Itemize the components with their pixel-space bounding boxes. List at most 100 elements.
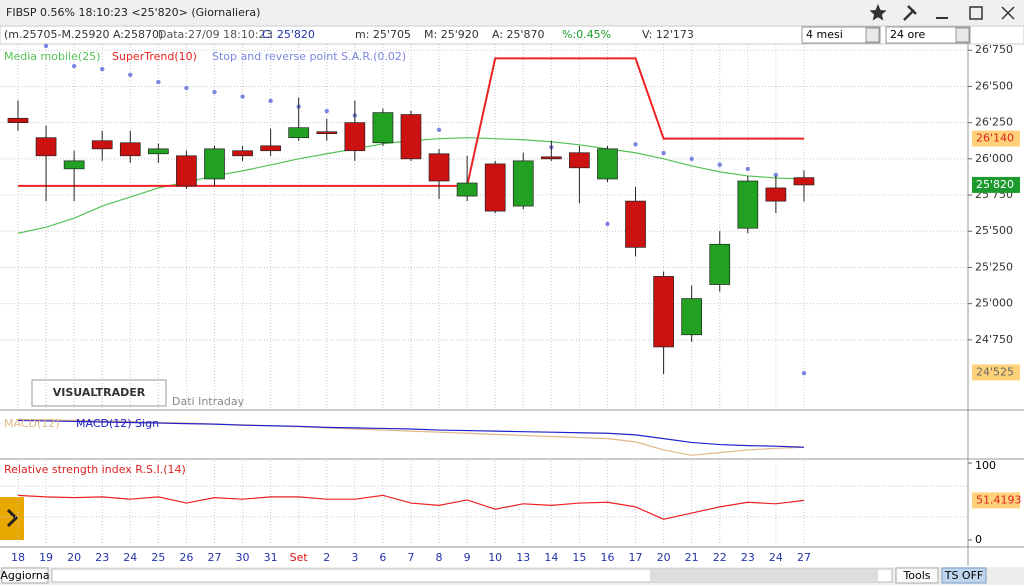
- close-button[interactable]: [1001, 6, 1015, 20]
- y-tick-label: 26'500: [975, 79, 1013, 92]
- x-tick-label: 16: [600, 551, 614, 564]
- legend-entry: MACD(12): [4, 417, 60, 430]
- x-tick-label: 15: [572, 551, 586, 564]
- rsi-line: [17, 494, 805, 520]
- interval: 24 ore: [890, 28, 926, 41]
- sar-dot: [128, 72, 133, 78]
- candle-body: [484, 163, 506, 212]
- candle-body: [765, 187, 787, 202]
- x-tick-label: 14: [544, 551, 558, 564]
- x-tick-label: Set: [290, 551, 309, 564]
- x-tick-label: 24: [769, 551, 783, 564]
- legend-entry: Media mobile(25): [4, 50, 100, 63]
- candle-body: [653, 276, 674, 348]
- sar-dot: [661, 150, 666, 156]
- tools-button[interactable]: [903, 5, 917, 21]
- period-arrow[interactable]: [865, 27, 880, 43]
- candle-body: [512, 160, 534, 207]
- brand-box: [31, 379, 167, 407]
- x-tick-label: 7: [407, 551, 414, 564]
- y-tick-label: 24'750: [975, 333, 1013, 346]
- sar-dot: [212, 90, 217, 95]
- y-tick-label: 26'250: [975, 116, 1013, 129]
- price-badge: [972, 364, 1020, 381]
- tools-tab[interactable]: [895, 567, 939, 584]
- x-tick-label: 18: [11, 551, 25, 564]
- candle-body: [35, 137, 57, 157]
- rsi-badge: [972, 492, 1020, 509]
- ts-button[interactable]: [941, 567, 987, 584]
- candle-body: [63, 160, 85, 170]
- x-tick-label: 20: [657, 551, 671, 564]
- close: C: 25'820: [262, 28, 315, 41]
- sar-dot: [745, 166, 751, 172]
- sar-dot: [71, 63, 77, 69]
- price-badge: [972, 130, 1020, 147]
- range: (m.25705-M.25920 A:25870): [4, 28, 163, 41]
- x-tick-label: 8: [436, 551, 443, 564]
- date: Data:27/09 18:10:23: [158, 28, 273, 41]
- price-badge-label: 25'820: [976, 178, 1014, 191]
- y-tick-label: 0: [975, 533, 982, 546]
- candle-body: [793, 177, 815, 186]
- interval-arrow[interactable]: [955, 27, 970, 43]
- scroll-thumb[interactable]: [650, 570, 878, 581]
- sar-dot: [801, 370, 807, 376]
- refresh-button[interactable]: [1, 567, 49, 584]
- sar-dot: [240, 94, 245, 99]
- y-tick-label: 25'500: [975, 224, 1013, 237]
- period-select[interactable]: [801, 26, 881, 44]
- legend-entry: MACD(12) Sign: [76, 417, 159, 430]
- title-bar: [0, 0, 1024, 26]
- brand: VISUALTRADER: [53, 386, 146, 399]
- candle-body: [681, 298, 703, 336]
- candle-body: [540, 156, 562, 160]
- ts: TS OFF: [944, 569, 984, 582]
- sar-dot: [324, 108, 329, 114]
- change: %:0.45%: [562, 28, 611, 41]
- sar-dot: [436, 127, 442, 133]
- candle-body: [288, 127, 310, 139]
- price-badge-label: 26'140: [976, 132, 1014, 145]
- y-tick-label: 26'000: [975, 152, 1013, 165]
- note: Dati Intraday: [172, 395, 245, 408]
- candle-body: [7, 117, 29, 123]
- x-tick-label: 27: [207, 551, 221, 564]
- candle-body: [316, 131, 338, 134]
- x-tick-label: 25: [151, 551, 165, 564]
- legend-entry: SuperTrend(10): [112, 50, 197, 63]
- price-badge-label: 24'525: [976, 365, 1014, 378]
- candle-body: [344, 122, 366, 152]
- sar-dot: [268, 98, 273, 104]
- x-tick-label: 26: [179, 551, 193, 564]
- favorite-button[interactable]: [869, 4, 887, 21]
- max: M: 25'920: [424, 28, 479, 41]
- window-title: FIBSP 0.56% 18:10:23 <25'820> (Giornalie…: [6, 6, 260, 19]
- candle-body: [400, 114, 422, 160]
- refresh: Aggiorna: [0, 569, 49, 582]
- candle-body: [204, 148, 225, 180]
- candle-body: [569, 152, 590, 169]
- expand-icon: [6, 508, 19, 528]
- candle-body: [372, 112, 394, 144]
- candle-body: [737, 180, 759, 229]
- plot: 24'75025'00025'25025'50025'75026'00026'2…: [0, 43, 1022, 564]
- supertrend: [18, 57, 804, 187]
- candle-body: [232, 150, 253, 157]
- interval-select[interactable]: [885, 26, 971, 44]
- sar-dot: [689, 156, 694, 162]
- candle-body: [428, 153, 450, 182]
- macd-line: [17, 419, 804, 448]
- candle-body: [119, 142, 141, 157]
- sar-dot: [100, 66, 105, 72]
- tools: Tools: [902, 569, 930, 582]
- x-tick-label: 6: [379, 551, 386, 564]
- candle-body: [260, 145, 281, 152]
- candle-body: [91, 140, 113, 150]
- maximize-button[interactable]: [969, 6, 983, 20]
- expand-button[interactable]: [0, 497, 24, 540]
- sar-dot: [717, 162, 722, 167]
- candle-body: [709, 243, 731, 285]
